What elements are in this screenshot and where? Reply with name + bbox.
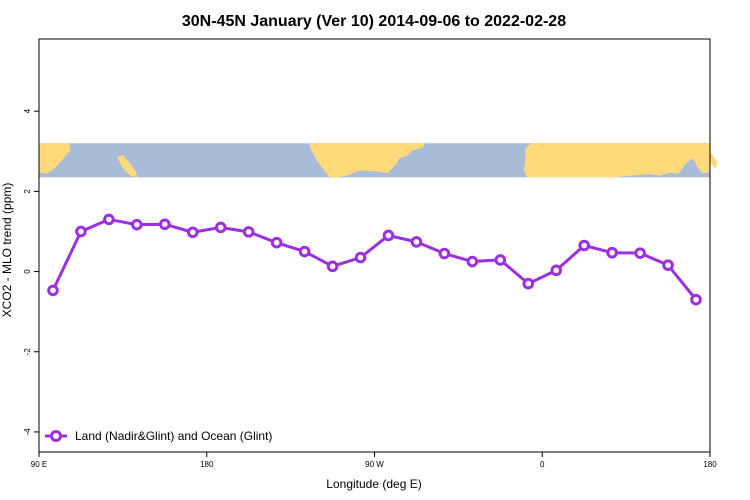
data-point [326,260,339,273]
data-point [47,284,59,297]
data-point [354,251,367,264]
map-land-japan-right [698,149,718,169]
data-point [75,225,87,238]
y-axis: -4 -2 0 2 4 [23,108,39,436]
legend-entry: Land (Nadir&Glint) and Ocean (Glint) [75,429,272,443]
data-point [242,226,255,238]
data-point [159,218,171,231]
y-tick-label: -4 [23,428,32,436]
data-point [494,254,507,266]
map-land-eurasia-africa [523,143,710,178]
data-point [410,236,423,248]
legend-marker [50,430,62,442]
data-point [550,264,563,277]
data-point [466,255,479,268]
data-point [382,229,395,242]
plot-area: 90 E 180 90 W 0 180 -4 -2 0 2 4 [23,38,718,469]
x-axis-label: Longitude (deg E) [326,477,421,491]
chart-title: 30N-45N January (Ver 10) 2014-09-06 to 2… [182,13,566,30]
data-point [606,246,618,259]
x-tick-label: 90 E [31,460,47,469]
data-point [578,239,590,252]
series-line [51,217,698,301]
legend: Land (Nadir&Glint) and Ocean (Glint) [45,429,272,443]
world-map-band [39,143,718,178]
y-tick-label: 2 [23,189,32,194]
data-point [662,259,674,271]
x-tick-label: 0 [540,460,545,469]
data-point [522,277,535,290]
y-tick-label: 0 [23,269,32,274]
data-point [214,221,227,234]
series-layer [47,213,702,306]
map-land-asia-west [39,143,71,174]
data-point [438,247,451,260]
x-tick-label: 90 W [365,460,384,469]
data-point [186,226,199,239]
y-axis-label: XCO2 - MLO trend (ppm) [0,183,14,318]
x-tick-label: 180 [200,460,214,469]
x-axis: 90 E 180 90 W 0 180 [31,452,717,469]
data-point [270,236,283,249]
y-tick-label: -2 [23,348,32,356]
data-point [690,293,702,306]
data-point [298,245,311,258]
map-land-north-america [309,143,425,178]
data-point [131,218,143,231]
map-land-japan [117,155,138,178]
data-point [634,247,646,259]
y-tick-label: 4 [23,108,32,113]
x-tick-label: 180 [703,460,717,469]
data-point [103,213,115,226]
